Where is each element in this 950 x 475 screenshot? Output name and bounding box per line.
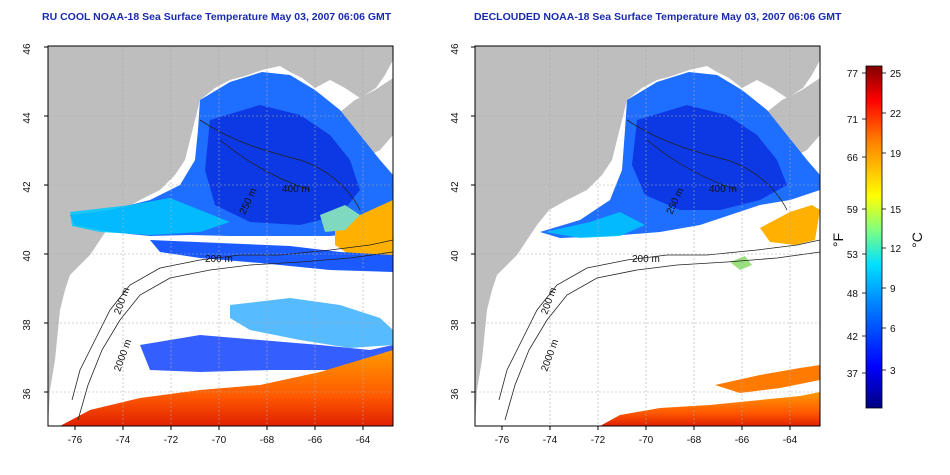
left-lat-tickmarks — [44, 46, 364, 430]
left-lat-tick: 46 — [22, 43, 33, 55]
right-sst-cyan-band — [545, 212, 645, 238]
colorbar-c-tick: 22 — [890, 109, 902, 120]
left-map-title: RU COOL NOAA-18 Sea Surface Temperature … — [42, 11, 392, 23]
left-sst-mixed-1 — [230, 298, 393, 348]
left-contour-label-400m: 400 m — [282, 184, 310, 195]
left-sst-cyan-band — [70, 198, 230, 235]
left-lon-tick: -66 — [308, 435, 323, 446]
right-lon-axis: -76 -74 -72 -70 -68 -66 -64 — [495, 435, 798, 446]
colorbar-f-tick: 48 — [847, 289, 859, 300]
right-lon-tick: -68 — [687, 435, 702, 446]
colorbar-fahrenheit-ticks: 77 71 66 59 53 48 42 37 — [847, 69, 859, 380]
right-contour-label-200m-a: 200 m — [632, 254, 660, 265]
left-lon-tick: -76 — [68, 435, 83, 446]
right-sst-warm-eddy — [760, 205, 820, 245]
colorbar-c-tick: 25 — [890, 69, 902, 80]
left-sst-warm-eddy — [335, 200, 393, 262]
left-sst-deep-blue — [205, 105, 360, 225]
colorbar-celsius-label: °C — [909, 232, 925, 248]
left-lat-tick: 38 — [22, 319, 33, 331]
left-bathymetry-contours — [71, 119, 393, 421]
colorbar-c-tick: 3 — [890, 366, 896, 377]
temperature-colorbar: 77 71 66 59 53 48 42 37 25 22 19 15 12 9… — [830, 65, 925, 409]
right-lat-tickmarks — [471, 46, 791, 430]
colorbar-f-tick: 37 — [847, 369, 859, 380]
right-lon-tick: -64 — [783, 435, 798, 446]
left-sst-cloud-stripe — [150, 240, 393, 272]
left-lon-tick: -74 — [116, 435, 131, 446]
left-lat-tick: 44 — [22, 112, 33, 124]
left-lat-tick: 40 — [22, 250, 33, 262]
left-contour-label-200m-b: 200 m — [112, 286, 132, 316]
colorbar-c-tick: 6 — [890, 324, 896, 335]
right-grid — [475, 46, 820, 426]
colorbar-c-tick: 9 — [890, 284, 896, 295]
left-lon-tick: -64 — [356, 435, 371, 446]
left-sst-mixed-2 — [140, 335, 393, 372]
right-contour-label-200m-b: 200 m — [539, 286, 559, 316]
right-sst-green-patch — [730, 256, 752, 270]
left-map-frame — [47, 45, 394, 427]
right-sst-warm-patch — [715, 365, 820, 393]
right-map-frame — [474, 45, 821, 427]
colorbar-f-tick: 53 — [847, 250, 859, 261]
right-sst-deep-blue — [632, 105, 787, 210]
left-grid — [48, 46, 393, 426]
colorbar-f-tick: 71 — [847, 115, 859, 126]
colorbar-f-tick: 42 — [847, 332, 859, 343]
colorbar-gradient — [865, 65, 883, 409]
colorbar-tickmarks — [862, 72, 886, 374]
right-lon-tick: -74 — [543, 435, 558, 446]
colorbar-fahrenheit-label: °F — [830, 233, 846, 247]
right-sst-gulfstream — [600, 392, 820, 426]
colorbar-f-tick: 66 — [847, 153, 859, 164]
right-map-panel: 400 m 250 m 200 m 200 m 2000 m 46 44 42 … — [450, 43, 821, 446]
right-lat-axis: 46 44 42 40 38 36 — [450, 43, 461, 400]
colorbar-c-tick: 12 — [890, 244, 902, 255]
left-map-panel: 400 m 250 m 200 m 200 m 2000 m 46 44 42 … — [22, 43, 394, 446]
right-land-us-coast — [475, 46, 820, 426]
left-lon-tick: -68 — [260, 435, 275, 446]
colorbar-c-tick: 15 — [890, 205, 902, 216]
right-bathymetry-contours — [498, 119, 820, 421]
right-lat-tick: 44 — [450, 112, 461, 124]
right-lon-tick: -76 — [495, 435, 510, 446]
right-lon-tick: -72 — [591, 435, 606, 446]
left-lat-axis: 46 44 42 40 38 36 — [22, 43, 33, 400]
colorbar-f-tick: 77 — [847, 69, 859, 80]
left-lon-tick: -72 — [164, 435, 179, 446]
left-lat-tick: 42 — [22, 181, 33, 193]
right-lat-tick: 46 — [450, 43, 461, 55]
colorbar-c-tick: 19 — [890, 149, 902, 160]
right-lat-tick: 36 — [450, 388, 461, 400]
left-lon-axis: -76 -74 -72 -70 -68 -66 -64 — [68, 435, 371, 446]
left-contour-label-200m-a: 200 m — [205, 254, 233, 265]
right-contour-label-2000m: 2000 m — [539, 338, 561, 373]
right-lon-tick: -70 — [639, 435, 654, 446]
right-lat-tick: 38 — [450, 319, 461, 331]
right-contour-label-400m: 400 m — [709, 184, 737, 195]
left-lat-tick: 36 — [22, 388, 33, 400]
right-lon-tick: -66 — [735, 435, 750, 446]
right-lat-tick: 42 — [450, 181, 461, 193]
right-lat-tick: 40 — [450, 250, 461, 262]
colorbar-celsius-ticks: 25 22 19 15 12 9 6 3 — [890, 69, 902, 377]
left-sst-green-patch — [320, 205, 360, 232]
right-map-title: DECLOUDED NOAA-18 Sea Surface Temperatur… — [474, 11, 842, 23]
left-lon-tick: -70 — [212, 435, 227, 446]
left-land-us-coast — [48, 46, 393, 426]
left-sst-gulfstream — [60, 350, 393, 426]
left-contour-label-2000m: 2000 m — [112, 338, 134, 373]
colorbar-f-tick: 59 — [847, 205, 859, 216]
